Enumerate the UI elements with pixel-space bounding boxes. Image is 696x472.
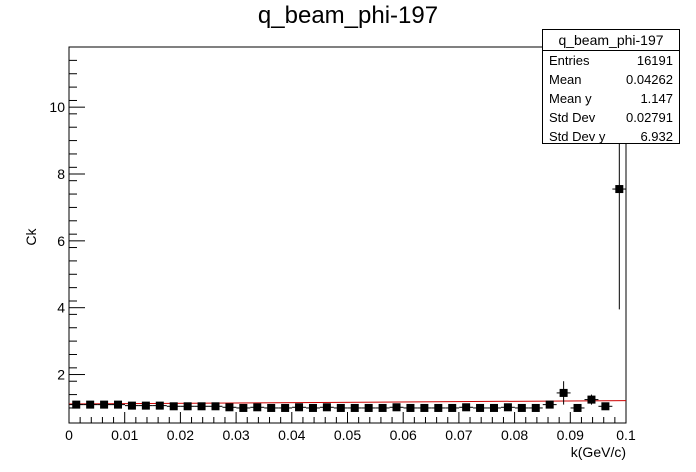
chart-title: q_beam_phi-197 bbox=[257, 2, 439, 29]
x-tick-label: 0.09 bbox=[557, 427, 584, 443]
stats-header: q_beam_phi-197 bbox=[543, 30, 679, 51]
data-point bbox=[392, 403, 401, 412]
data-point bbox=[601, 402, 610, 411]
data-point bbox=[169, 402, 178, 411]
stats-label: Mean bbox=[549, 72, 582, 87]
data-point bbox=[420, 403, 429, 412]
y-tick-label: 4 bbox=[57, 300, 65, 316]
x-tick-label: 0.05 bbox=[334, 427, 361, 443]
data-point bbox=[531, 403, 540, 412]
data-point bbox=[573, 403, 582, 412]
data-point bbox=[211, 402, 220, 411]
data-point bbox=[448, 403, 457, 412]
y-tick-label: 6 bbox=[57, 233, 65, 249]
stats-value: 1.147 bbox=[640, 91, 673, 106]
data-point bbox=[559, 388, 568, 397]
data-point bbox=[72, 400, 81, 409]
data-point bbox=[295, 403, 304, 412]
stats-value: 0.04262 bbox=[626, 72, 673, 87]
data-point bbox=[434, 403, 443, 412]
stats-row-entries: Entries 16191 bbox=[543, 51, 679, 70]
data-point bbox=[281, 403, 290, 412]
x-axis-label: k(GeV/c) bbox=[571, 444, 626, 460]
data-point bbox=[183, 402, 192, 411]
data-point bbox=[503, 403, 512, 412]
data-point bbox=[476, 403, 485, 412]
x-tick-label: 0.08 bbox=[501, 427, 528, 443]
data-point bbox=[253, 403, 262, 412]
data-point bbox=[615, 185, 624, 194]
stats-value: 0.02791 bbox=[626, 110, 673, 125]
stats-row-std-dev-y: Std Dev y 6.932 bbox=[543, 127, 679, 146]
data-point bbox=[489, 403, 498, 412]
data-point bbox=[462, 403, 471, 412]
y-tick-label: 2 bbox=[57, 367, 65, 383]
fit-line bbox=[68, 400, 627, 405]
x-tick-label: 0.06 bbox=[390, 427, 417, 443]
data-point bbox=[141, 401, 150, 410]
y-tick-label: 10 bbox=[49, 99, 65, 115]
x-tick-label: 0.1 bbox=[616, 427, 636, 443]
data-point bbox=[378, 403, 387, 412]
y-tick-label: 8 bbox=[57, 166, 65, 182]
data-point bbox=[197, 402, 206, 411]
data-point bbox=[406, 403, 415, 412]
y-axis-label: Ck bbox=[23, 227, 39, 245]
stats-value: 16191 bbox=[636, 53, 673, 68]
data-point bbox=[267, 403, 276, 412]
data-point bbox=[127, 401, 136, 410]
data-point bbox=[239, 403, 248, 412]
x-tick-label: 0 bbox=[65, 427, 73, 443]
x-tick-label: 0.03 bbox=[222, 427, 249, 443]
stats-value: 6.932 bbox=[640, 129, 673, 144]
x-tick-label: 0.02 bbox=[167, 427, 194, 443]
data-point bbox=[350, 403, 359, 412]
data-point bbox=[155, 401, 164, 410]
data-point bbox=[545, 400, 554, 409]
stats-label: Std Dev y bbox=[549, 129, 606, 144]
x-tick-label: 0.07 bbox=[445, 427, 472, 443]
data-point bbox=[308, 403, 317, 412]
data-point bbox=[86, 400, 95, 409]
stats-row-mean: Mean 0.04262 bbox=[543, 70, 679, 89]
data-point bbox=[587, 395, 596, 404]
x-tick-label: 0.01 bbox=[111, 427, 138, 443]
stats-row-mean-y: Mean y 1.147 bbox=[543, 89, 679, 108]
data-point bbox=[364, 403, 373, 412]
data-point bbox=[336, 403, 345, 412]
data-point bbox=[517, 403, 526, 412]
stats-row-std-dev: Std Dev 0.02791 bbox=[543, 108, 679, 127]
stats-label: Entries bbox=[549, 53, 590, 68]
data-point bbox=[322, 403, 331, 412]
x-tick-label: 0.04 bbox=[278, 427, 305, 443]
stats-box: q_beam_phi-197 Entries 16191 Mean 0.0426… bbox=[542, 29, 680, 144]
data-point bbox=[225, 403, 234, 412]
stats-label: Mean y bbox=[549, 91, 592, 106]
data-point bbox=[114, 400, 123, 409]
stats-label: Std Dev bbox=[549, 110, 596, 125]
data-point bbox=[100, 400, 109, 409]
